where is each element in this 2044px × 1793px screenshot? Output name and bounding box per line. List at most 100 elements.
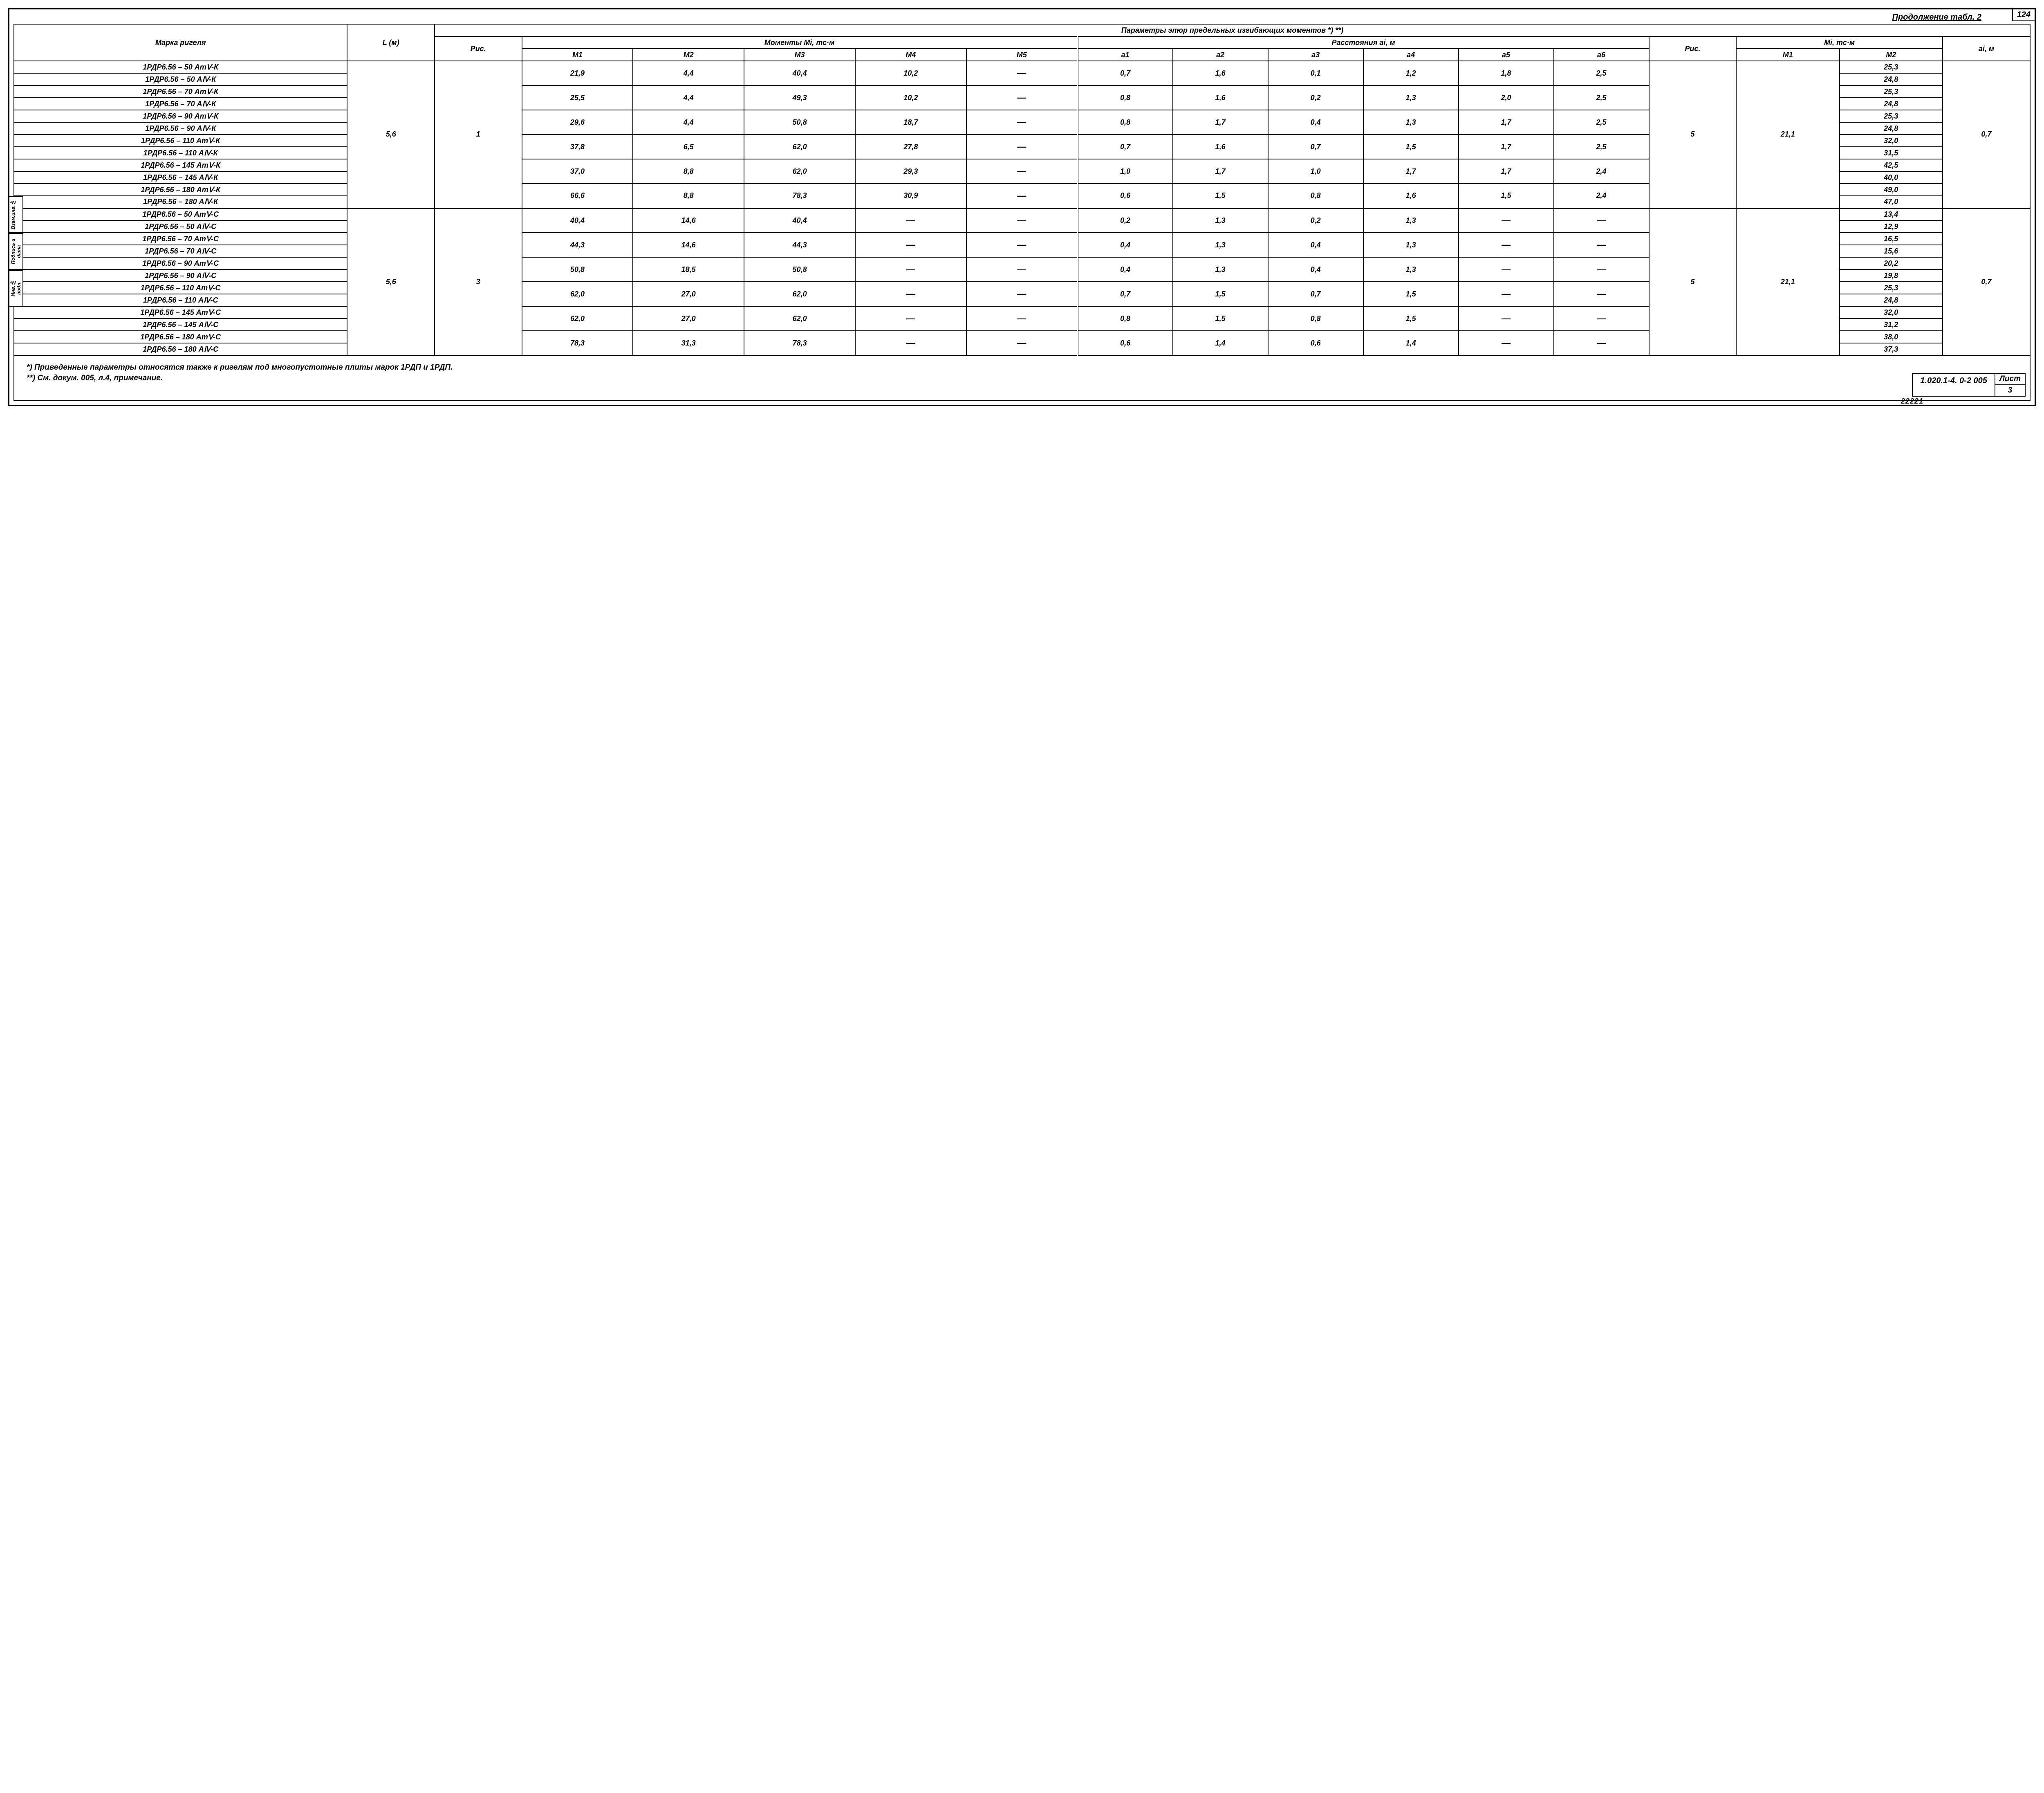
cell-a6: 2,4 bbox=[1554, 184, 1649, 208]
page-number: 124 bbox=[2012, 9, 2035, 21]
cell-ris2: 5 bbox=[1649, 61, 1737, 208]
cell-a2: 1,4 bbox=[1173, 331, 1268, 355]
cell-Mi2: 25,3 bbox=[1840, 61, 1943, 73]
cell-marka: 1РДР6.56 – 180 АтⅤ-С bbox=[14, 331, 347, 343]
cell-M1: 25,5 bbox=[522, 85, 633, 110]
col-M2: M2 bbox=[633, 49, 744, 61]
cell-a6: — bbox=[1554, 282, 1649, 306]
cell-marka: 1РДР6.56 – 70 АⅣ-К bbox=[14, 98, 347, 110]
cell-M3: 62,0 bbox=[744, 282, 855, 306]
cell-Mi2: 32,0 bbox=[1840, 306, 1943, 319]
cell-a1: 0,2 bbox=[1078, 208, 1173, 233]
cell-a5: — bbox=[1459, 233, 1554, 257]
cell-M2: 4,4 bbox=[633, 85, 744, 110]
cell-Mi2: 25,3 bbox=[1840, 282, 1943, 294]
cell-a1: 0,6 bbox=[1078, 331, 1173, 355]
cell-M5: — bbox=[966, 257, 1078, 282]
cell-M4: 27,8 bbox=[855, 135, 966, 159]
cell-a5: — bbox=[1459, 282, 1554, 306]
col-a1: a1 bbox=[1078, 49, 1173, 61]
cell-a4: 1,7 bbox=[1363, 159, 1459, 184]
cell-a5: 1,5 bbox=[1459, 184, 1554, 208]
cell-M5: — bbox=[966, 184, 1078, 208]
cell-M3: 40,4 bbox=[744, 61, 855, 85]
col-a5: a5 bbox=[1459, 49, 1554, 61]
cell-Mi2: 24,8 bbox=[1840, 98, 1943, 110]
col-M3: M3 bbox=[744, 49, 855, 61]
cell-M2: 14,6 bbox=[633, 208, 744, 233]
cell-a1: 0,8 bbox=[1078, 85, 1173, 110]
cell-M1: 50,8 bbox=[522, 257, 633, 282]
continuation-label: Продолжение табл. 2 bbox=[13, 13, 2031, 22]
cell-ris: 3 bbox=[435, 208, 522, 355]
cell-a3: 0,4 bbox=[1268, 257, 1363, 282]
cell-ris: 1 bbox=[435, 61, 522, 208]
cell-L: 5,6 bbox=[347, 208, 435, 355]
cell-a2: 1,7 bbox=[1173, 159, 1268, 184]
data-table: Марка ригеля L (м) Параметры эпюр предел… bbox=[13, 24, 2031, 356]
cell-M2: 18,5 bbox=[633, 257, 744, 282]
cell-M3: 49,3 bbox=[744, 85, 855, 110]
cell-marka: 1РДР6.56 – 145 АтⅤ-С bbox=[14, 306, 347, 319]
cell-a3: 0,8 bbox=[1268, 184, 1363, 208]
cell-M4: 30,9 bbox=[855, 184, 966, 208]
cell-marka: 1РДР6.56 – 180 АтⅤ-К bbox=[14, 184, 347, 196]
col-M1b: M1 bbox=[1736, 49, 1839, 61]
cell-marka: 1РДР6.56 – 110 АⅣ-С bbox=[14, 294, 347, 306]
cell-a6: 2,5 bbox=[1554, 110, 1649, 135]
cell-marka: 1РДР6.56 – 90 АтⅤ-С bbox=[14, 257, 347, 269]
cell-M4: — bbox=[855, 331, 966, 355]
cell-marka: 1РДР6.56 – 50 АⅣ-С bbox=[14, 220, 347, 233]
cell-M3: 62,0 bbox=[744, 135, 855, 159]
cell-Mi2: 47,0 bbox=[1840, 196, 1943, 208]
col-dist: Расстояния ai, м bbox=[1078, 36, 1649, 49]
col-L: L (м) bbox=[347, 24, 435, 61]
cell-M5: — bbox=[966, 159, 1078, 184]
cell-a1: 0,7 bbox=[1078, 61, 1173, 85]
cell-marka: 1РДР6.56 – 180 АⅣ-С bbox=[14, 343, 347, 355]
cell-marka: 1РДР6.56 – 90 АтⅤ-К bbox=[14, 110, 347, 122]
cell-M1: 40,4 bbox=[522, 208, 633, 233]
cell-M1: 62,0 bbox=[522, 282, 633, 306]
cell-a3: 0,6 bbox=[1268, 331, 1363, 355]
cell-Mi2: 38,0 bbox=[1840, 331, 1943, 343]
cell-Mi2: 37,3 bbox=[1840, 343, 1943, 355]
cell-a2: 1,5 bbox=[1173, 184, 1268, 208]
cell-Mi2: 15,6 bbox=[1840, 245, 1943, 257]
cell-marka: 1РДР6.56 – 90 АⅣ-К bbox=[14, 122, 347, 135]
cell-a6: 2,5 bbox=[1554, 135, 1649, 159]
cell-a3: 0,8 bbox=[1268, 306, 1363, 331]
cell-marka: 1РДР6.56 – 110 АтⅤ-К bbox=[14, 135, 347, 147]
cell-M3: 62,0 bbox=[744, 159, 855, 184]
cell-M2: 6,5 bbox=[633, 135, 744, 159]
cell-Mi2: 19,8 bbox=[1840, 269, 1943, 282]
col-M5: M5 bbox=[966, 49, 1078, 61]
cell-M2: 4,4 bbox=[633, 61, 744, 85]
cell-a2: 1,6 bbox=[1173, 85, 1268, 110]
cell-M3: 44,3 bbox=[744, 233, 855, 257]
cell-a3: 0,2 bbox=[1268, 85, 1363, 110]
col-marka: Марка ригеля bbox=[14, 24, 347, 61]
cell-M3: 78,3 bbox=[744, 331, 855, 355]
cell-Mi1: 21,1 bbox=[1736, 208, 1839, 355]
cell-a6: — bbox=[1554, 331, 1649, 355]
cell-Mi2: 13,4 bbox=[1840, 208, 1943, 220]
cell-a1: 0,4 bbox=[1078, 233, 1173, 257]
col-a3: a3 bbox=[1268, 49, 1363, 61]
col-M2b: M2 bbox=[1840, 49, 1943, 61]
cell-M4: — bbox=[855, 208, 966, 233]
cell-M4: — bbox=[855, 282, 966, 306]
cell-M3: 78,3 bbox=[744, 184, 855, 208]
cell-a5: 1,8 bbox=[1459, 61, 1554, 85]
cell-M3: 50,8 bbox=[744, 110, 855, 135]
cell-a5: — bbox=[1459, 306, 1554, 331]
cell-Mi2: 24,8 bbox=[1840, 122, 1943, 135]
cell-marka: 1РДР6.56 – 110 АⅣ-К bbox=[14, 147, 347, 159]
cell-a1: 0,6 bbox=[1078, 184, 1173, 208]
cell-M3: 50,8 bbox=[744, 257, 855, 282]
cell-a2: 1,7 bbox=[1173, 110, 1268, 135]
cell-Mi2: 16,5 bbox=[1840, 233, 1943, 245]
cell-a2: 1,3 bbox=[1173, 233, 1268, 257]
col-M1: M1 bbox=[522, 49, 633, 61]
table-body: 1РДР6.56 – 50 АтⅤ-К5,6121,94,440,410,2—0… bbox=[14, 61, 2030, 355]
